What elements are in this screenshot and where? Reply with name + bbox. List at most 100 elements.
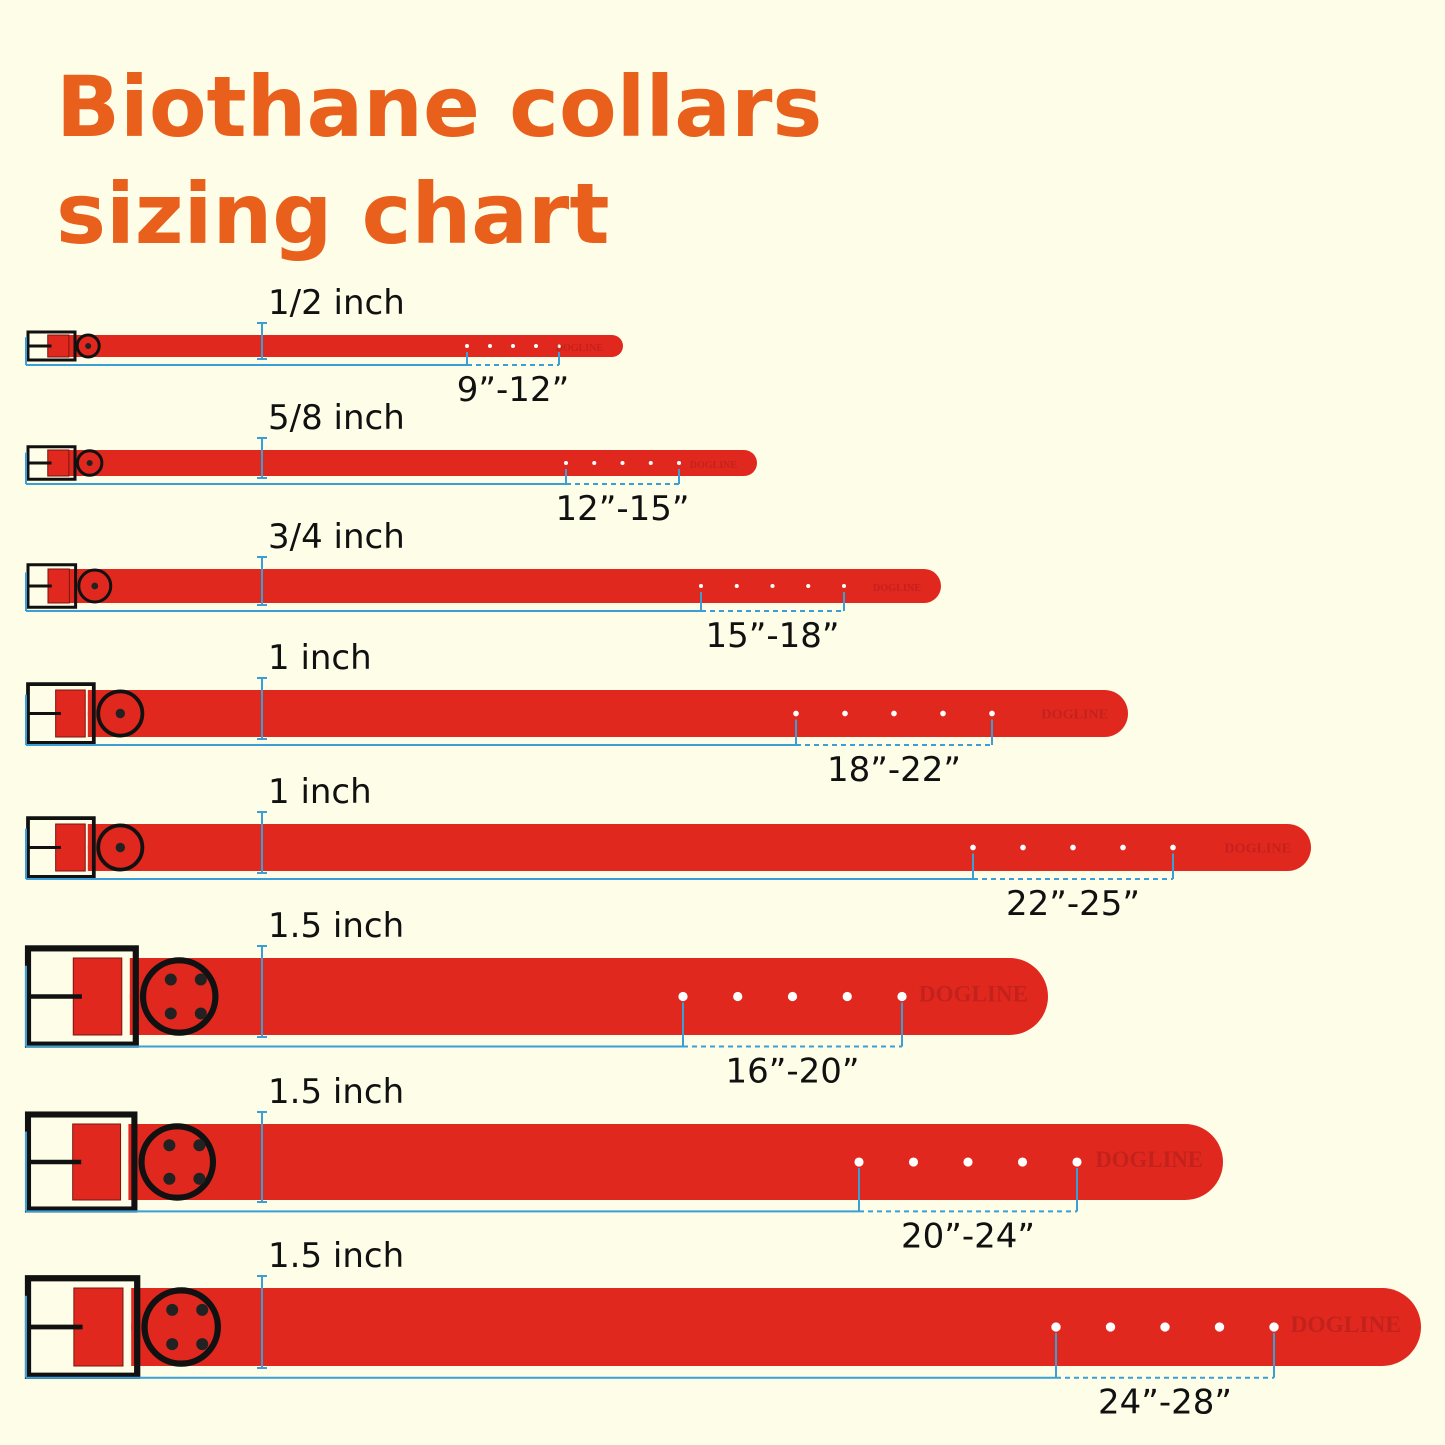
hole bbox=[1160, 1322, 1170, 1332]
rivet bbox=[194, 1007, 207, 1020]
hole bbox=[1269, 1322, 1279, 1332]
hole bbox=[488, 344, 492, 348]
width-label: 1/2 inch bbox=[268, 283, 405, 323]
rivet bbox=[163, 1172, 176, 1185]
strap bbox=[69, 450, 757, 476]
hole bbox=[1120, 844, 1126, 851]
size-label: 9”-12” bbox=[457, 370, 569, 410]
hole bbox=[592, 461, 597, 465]
hole bbox=[1072, 1157, 1082, 1167]
strap bbox=[87, 690, 1128, 737]
hole bbox=[678, 991, 688, 1002]
hole bbox=[842, 991, 852, 1002]
brand-mark: DOGLINE bbox=[873, 583, 921, 594]
hole bbox=[1214, 1322, 1225, 1332]
rivet bbox=[164, 973, 177, 986]
hole bbox=[806, 583, 811, 589]
d-ring bbox=[96, 689, 145, 738]
d-ring bbox=[139, 957, 219, 1036]
rivet bbox=[193, 1172, 206, 1185]
rivet bbox=[164, 1007, 177, 1020]
hole bbox=[557, 344, 561, 348]
size-label: 16”-20” bbox=[725, 1052, 859, 1092]
width-label: 1 inch bbox=[268, 638, 372, 678]
hole bbox=[940, 710, 946, 717]
d-ring bbox=[96, 823, 145, 872]
strap bbox=[69, 569, 942, 603]
strap bbox=[129, 958, 1049, 1035]
hole bbox=[841, 583, 847, 589]
title-line: sizing chart bbox=[56, 165, 610, 263]
width-label: 1.5 inch bbox=[268, 1072, 404, 1112]
size-label: 15”-18” bbox=[705, 616, 839, 656]
strap bbox=[69, 335, 623, 357]
hole bbox=[897, 991, 907, 1002]
hole bbox=[677, 461, 681, 465]
hole bbox=[564, 461, 568, 465]
brand-mark: DOGLINE bbox=[1095, 1147, 1203, 1172]
brand-mark: DOGLINE bbox=[1041, 707, 1108, 723]
hole bbox=[1170, 844, 1176, 851]
hole bbox=[1070, 844, 1076, 851]
hole bbox=[770, 583, 775, 589]
hole bbox=[620, 461, 625, 465]
rivet bbox=[115, 842, 126, 853]
hole bbox=[511, 344, 515, 348]
rivet bbox=[196, 1338, 209, 1351]
hole bbox=[787, 991, 798, 1002]
rivet bbox=[166, 1303, 179, 1316]
width-label: 5/8 inch bbox=[268, 398, 405, 438]
rivet bbox=[115, 708, 126, 719]
rivet bbox=[86, 460, 93, 466]
size-label: 12”-15” bbox=[555, 489, 689, 529]
hole bbox=[733, 991, 743, 1002]
hole bbox=[465, 344, 469, 348]
strap bbox=[131, 1288, 1422, 1366]
brand-mark: DOGLINE bbox=[556, 343, 604, 354]
size-label: 24”-28” bbox=[1098, 1383, 1232, 1423]
d-ring bbox=[138, 1123, 217, 1201]
size-label: 20”-24” bbox=[901, 1216, 1035, 1256]
hole bbox=[842, 710, 848, 717]
brand-mark: DOGLINE bbox=[1224, 841, 1291, 857]
width-label: 1.5 inch bbox=[268, 1236, 404, 1276]
width-label: 1.5 inch bbox=[268, 906, 404, 946]
d-ring bbox=[77, 568, 113, 604]
title-line: Biothane collars bbox=[56, 58, 822, 156]
width-label: 3/4 inch bbox=[268, 517, 405, 557]
hole bbox=[908, 1157, 919, 1167]
hole bbox=[734, 583, 739, 589]
rivet bbox=[85, 343, 92, 349]
hole bbox=[1105, 1322, 1116, 1332]
strap bbox=[87, 824, 1311, 871]
d-ring bbox=[141, 1287, 221, 1367]
hole bbox=[793, 710, 799, 717]
hole bbox=[854, 1157, 864, 1167]
brand-mark: DOGLINE bbox=[919, 981, 1028, 1007]
rivet bbox=[196, 1303, 209, 1316]
rivet bbox=[193, 1139, 206, 1152]
hole bbox=[648, 461, 653, 465]
hole bbox=[698, 583, 704, 589]
hole bbox=[989, 710, 995, 717]
hole bbox=[534, 344, 538, 348]
rivet bbox=[163, 1139, 176, 1152]
size-label: 22”-25” bbox=[1006, 884, 1140, 924]
brand-mark: DOGLINE bbox=[690, 460, 738, 471]
size-label: 18”-22” bbox=[827, 750, 961, 790]
d-ring bbox=[75, 333, 101, 359]
hole bbox=[1017, 1157, 1028, 1167]
width-label: 1 inch bbox=[268, 772, 372, 812]
strap bbox=[128, 1124, 1223, 1200]
rivet bbox=[91, 582, 99, 590]
hole bbox=[1051, 1322, 1061, 1332]
brand-mark: DOGLINE bbox=[1291, 1312, 1401, 1338]
hole bbox=[891, 710, 897, 717]
hole bbox=[970, 844, 976, 851]
hole bbox=[963, 1157, 973, 1167]
d-ring bbox=[75, 449, 104, 477]
rivet bbox=[194, 973, 207, 986]
rivet bbox=[166, 1338, 179, 1351]
hole bbox=[1020, 844, 1026, 851]
